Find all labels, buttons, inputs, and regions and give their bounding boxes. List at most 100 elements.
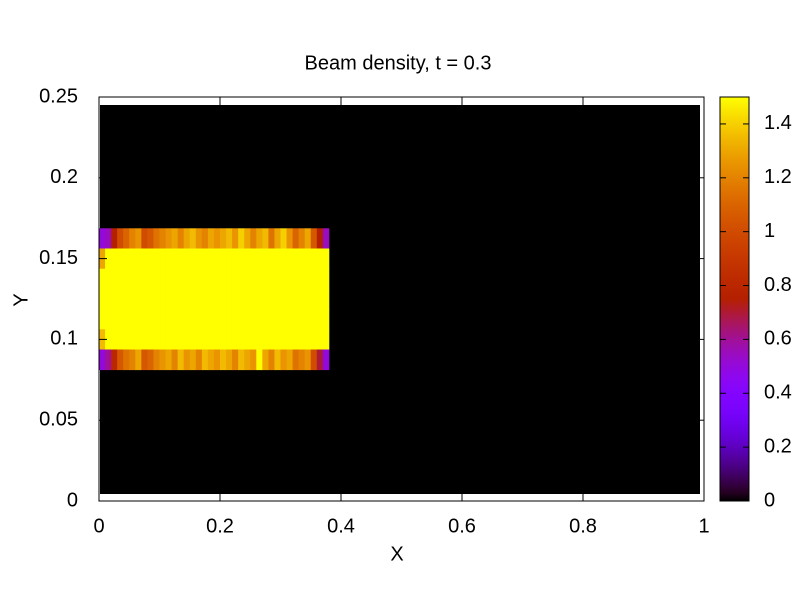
heatmap-cell	[274, 248, 281, 270]
heatmap-cell	[220, 288, 227, 310]
heatmap-cell	[280, 349, 287, 371]
heatmap-cell	[159, 309, 166, 330]
heatmap-cell	[201, 309, 209, 330]
heatmap-cell	[159, 228, 166, 249]
heatmap-cell	[147, 228, 154, 249]
heatmap-cell	[232, 248, 239, 270]
heatmap-cell	[310, 329, 318, 350]
heatmap-cell	[129, 329, 136, 350]
heatmap-cell	[232, 268, 239, 290]
y-tick-label: 0.2	[50, 166, 78, 188]
heatmap-cell	[286, 309, 293, 330]
heatmap-cell	[147, 309, 154, 330]
heatmap-cell	[262, 349, 269, 371]
heatmap-cell	[226, 228, 233, 249]
heatmap-cell	[238, 349, 245, 371]
heatmap-cell	[171, 349, 179, 371]
heatmap-cell	[99, 349, 106, 371]
heatmap-cell	[244, 228, 251, 249]
heatmap-cell	[177, 349, 185, 371]
heatmap-cell	[99, 228, 106, 249]
heatmap-cell	[298, 309, 306, 330]
heatmap-cells	[99, 228, 330, 371]
heatmap-cell	[189, 329, 197, 350]
heatmap-cell	[280, 329, 287, 350]
heatmap-cell	[195, 288, 203, 310]
heatmap-cell	[268, 268, 275, 290]
heatmap-cell	[286, 349, 293, 371]
y-tick-label: 0.05	[39, 408, 78, 430]
heatmap-cell	[159, 329, 166, 350]
heatmap-cell	[201, 268, 209, 290]
heatmap-cell	[141, 309, 148, 330]
heatmap-cell	[310, 349, 318, 371]
heatmap-cell	[135, 288, 142, 310]
heatmap-cell	[322, 268, 330, 290]
heatmap-cell	[292, 329, 300, 350]
heatmap-cell	[304, 309, 312, 330]
heatmap-cell	[135, 268, 142, 290]
heatmap-cell	[286, 288, 293, 310]
heatmap-cell	[153, 309, 160, 330]
heatmap-cell	[171, 288, 179, 310]
heatmap-cell	[274, 268, 281, 290]
heatmap-cell	[183, 349, 191, 371]
colorbar-tick-label: 0	[764, 489, 775, 511]
heatmap-cell	[322, 349, 330, 371]
heatmap-cell	[274, 329, 281, 350]
heatmap-cell	[183, 329, 191, 350]
heatmap-cell	[268, 309, 275, 330]
heatmap-cell	[207, 228, 215, 249]
heatmap-cell	[213, 329, 221, 350]
y-tick-label: 0.15	[39, 247, 78, 269]
heatmap-cell	[129, 268, 136, 290]
heatmap-cell	[177, 288, 185, 310]
heatmap-cell	[244, 329, 251, 350]
heatmap-cell	[111, 288, 118, 310]
heatmap-cell	[232, 329, 239, 350]
heatmap-cell	[135, 309, 142, 330]
heatmap-cell	[165, 329, 172, 350]
heatmap-cell	[226, 268, 233, 290]
heatmap-cell	[201, 288, 209, 310]
heatmap-cell	[129, 288, 136, 310]
heatmap-cell	[189, 268, 197, 290]
heatmap-cell	[262, 309, 269, 330]
heatmap-cell	[117, 288, 124, 310]
heatmap-cell	[298, 288, 306, 310]
heatmap-cell	[177, 309, 185, 330]
heatmap-cell	[147, 329, 154, 350]
heatmap-cell	[268, 288, 275, 310]
heatmap-cell	[322, 329, 330, 350]
heatmap-cell	[274, 349, 281, 371]
heatmap-cell	[195, 228, 203, 249]
heatmap-cell	[280, 228, 287, 249]
heatmap-cell	[135, 349, 142, 371]
heatmap-cell	[244, 349, 251, 371]
heatmap-cell	[147, 349, 154, 371]
heatmap-cell	[165, 349, 172, 371]
heatmap-cell	[213, 288, 221, 310]
heatmap-cell	[147, 268, 154, 290]
x-tick-label: 0	[93, 515, 104, 537]
heatmap-cell	[201, 329, 209, 350]
heatmap-cell	[268, 228, 275, 249]
heatmap-cell	[207, 288, 215, 310]
heatmap-cell	[171, 248, 179, 270]
heatmap-cell	[226, 329, 233, 350]
heatmap-cell	[123, 268, 130, 290]
heatmap-cell	[195, 309, 203, 330]
heatmap-cell	[141, 268, 148, 290]
heatmap-cell	[99, 268, 106, 290]
heatmap-cell	[183, 288, 191, 310]
heatmap-cell	[310, 309, 318, 330]
colorbar	[719, 96, 750, 502]
heatmap-cell	[165, 228, 172, 249]
heatmap-cell	[165, 248, 172, 270]
heatmap-cell	[316, 309, 324, 330]
x-tick-label: 0.4	[327, 515, 355, 537]
heatmap-cell	[316, 288, 324, 310]
heatmap-cell	[183, 268, 191, 290]
heatmap-cell	[304, 248, 312, 270]
heatmap-cell	[322, 228, 330, 249]
